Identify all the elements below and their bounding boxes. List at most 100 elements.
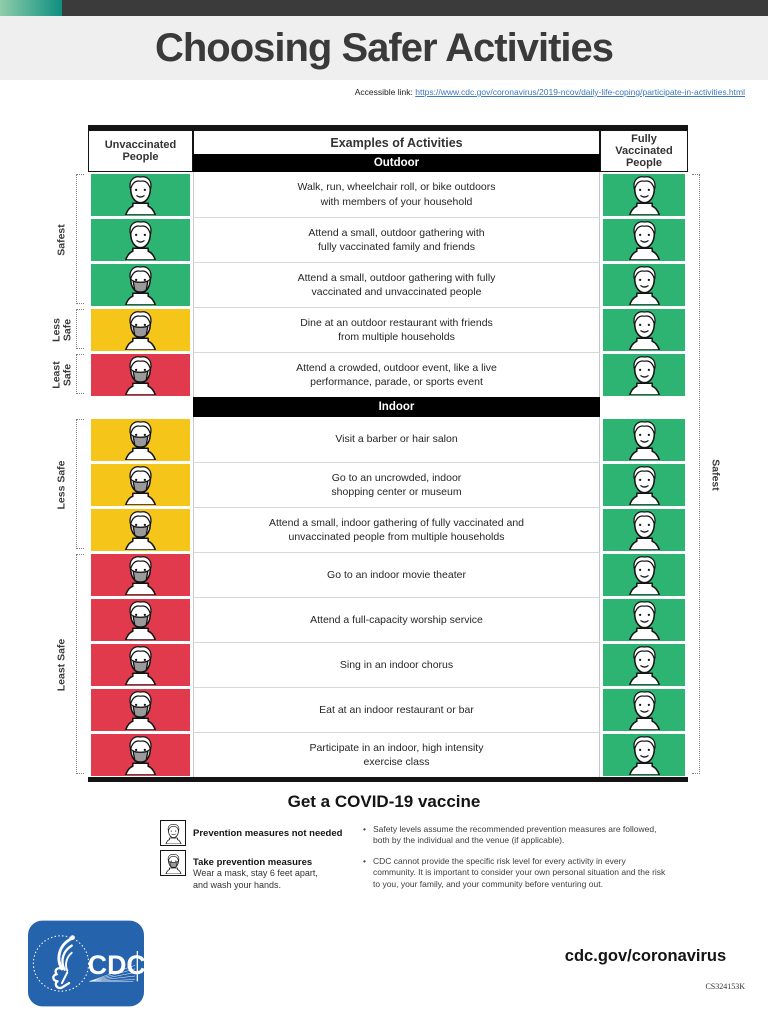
vaccinated-risk-cell xyxy=(603,733,685,776)
accessible-link[interactable]: https://www.cdc.gov/coronavirus/2019-nco… xyxy=(415,87,745,97)
unvaccinated-risk-cell xyxy=(91,598,190,641)
activity-row: Attend a small, outdoor gathering with f… xyxy=(88,262,688,307)
vaccinated-face-icon xyxy=(624,264,665,305)
table-bottom-rule xyxy=(88,777,688,782)
activity-text: Dine at an outdoor restaurant with frien… xyxy=(193,307,600,352)
top-bar xyxy=(62,0,768,16)
vaccinated-risk-cell xyxy=(603,418,685,461)
vaccinated-face-icon xyxy=(624,219,665,260)
safety-notes: Safety levels assume the recommended pre… xyxy=(362,824,667,899)
vaccinated-face-icon xyxy=(624,309,665,350)
vaccinated-face-icon xyxy=(624,419,665,460)
vaccinated-face-icon xyxy=(624,734,665,775)
activity-text: Attend a small, outdoor gathering with f… xyxy=(193,262,600,307)
vaccinated-risk-cell xyxy=(603,173,685,216)
unmasked-face-icon xyxy=(163,823,184,844)
unvaccinated-risk-cell xyxy=(91,308,190,351)
vaccinated-risk-cell xyxy=(603,263,685,306)
vaccinated-risk-cell xyxy=(603,218,685,261)
safety-note-bullet: CDC cannot provide the specific risk lev… xyxy=(362,856,667,890)
unvaccinated-risk-cell xyxy=(91,508,190,551)
unvaccinated-risk-cell xyxy=(91,688,190,731)
cdc-logo: CDC xyxy=(28,919,144,1008)
section-banner-outdoor: Outdoor xyxy=(193,154,600,172)
activity-row: Eat at an indoor restaurant or bar xyxy=(88,687,688,732)
document-code: CS324153K xyxy=(705,982,745,991)
indoor-rows: Visit a barber or hair salon Go to an un… xyxy=(88,417,688,777)
activity-row: Visit a barber or hair salon xyxy=(88,417,688,462)
activity-row: Go to an indoor movie theater xyxy=(88,552,688,597)
activity-row: Sing in an indoor chorus xyxy=(88,642,688,687)
header-vaccinated: Fully Vaccinated People xyxy=(600,130,688,172)
vaccinated-face-icon xyxy=(624,599,665,640)
masked-face-icon xyxy=(163,853,184,874)
unvaccinated-face-icon xyxy=(120,689,161,730)
vaccine-heading: Get a COVID-19 vaccine xyxy=(287,792,481,811)
vaccinated-face-icon xyxy=(624,464,665,505)
risk-group-bracket xyxy=(692,174,700,774)
unvaccinated-face-icon xyxy=(120,509,161,550)
risk-group-bracket xyxy=(76,354,84,394)
activity-text: Go to an indoor movie theater xyxy=(193,552,600,597)
risk-group-label: Least Safe xyxy=(49,360,73,389)
activity-row: Walk, run, wheelchair roll, or bike outd… xyxy=(88,172,688,217)
legend-description: Wear a mask, stay 6 feet apart, and wash… xyxy=(193,868,318,891)
section-banner-indoor: Indoor xyxy=(193,397,600,417)
activity-text: Walk, run, wheelchair roll, or bike outd… xyxy=(193,172,600,217)
unvaccinated-risk-cell xyxy=(91,263,190,306)
activity-text: Sing in an indoor chorus xyxy=(193,642,600,687)
risk-group-bracket xyxy=(76,174,84,304)
legend-title: Prevention measures not needed xyxy=(193,828,343,839)
activity-text: Attend a small, indoor gathering of full… xyxy=(193,507,600,552)
unvaccinated-risk-cell xyxy=(91,173,190,216)
vaccinated-risk-cell xyxy=(603,463,685,506)
cdc-url-banner: cdc.gov/coronavirus xyxy=(564,946,727,965)
vaccinated-risk-cell xyxy=(603,643,685,686)
activity-row: Attend a small, indoor gathering of full… xyxy=(88,507,688,552)
unvaccinated-risk-cell xyxy=(91,463,190,506)
legend-title: Take prevention measures xyxy=(193,857,313,868)
unvaccinated-risk-cell xyxy=(91,733,190,776)
activity-row: Participate in an indoor, high intensity… xyxy=(88,732,688,777)
risk-table: Unvaccinated People Examples of Activiti… xyxy=(88,125,688,782)
vaccinated-risk-cell xyxy=(603,508,685,551)
risk-group-bracket xyxy=(76,554,84,774)
cdc-logo-text: CDC xyxy=(88,950,144,980)
vaccinated-face-icon xyxy=(624,689,665,730)
legend-item-no-measures: Prevention measures not needed xyxy=(160,820,350,847)
unvaccinated-face-icon xyxy=(120,264,161,305)
activity-row: Attend a crowded, outdoor event, like a … xyxy=(88,352,688,397)
unvaccinated-face-icon xyxy=(120,554,161,595)
cdc-logo-rays xyxy=(89,965,136,982)
activity-text: Attend a full-capacity worship service xyxy=(193,597,600,642)
unvaccinated-face-icon xyxy=(120,734,161,775)
activity-text: Participate in an indoor, high intensity… xyxy=(193,732,600,777)
hhs-eagle-icon xyxy=(52,935,75,990)
activity-text: Eat at an indoor restaurant or bar xyxy=(193,687,600,732)
risk-group-label: Safest xyxy=(708,458,721,491)
unvaccinated-face-icon xyxy=(120,464,161,505)
unvaccinated-face-icon xyxy=(120,354,161,395)
risk-group-bracket xyxy=(76,309,84,349)
vaccinated-face-icon xyxy=(624,554,665,595)
vaccinated-risk-cell xyxy=(603,688,685,731)
unvaccinated-risk-cell xyxy=(91,418,190,461)
unvaccinated-risk-cell xyxy=(91,218,190,261)
activity-text: Go to an uncrowded, indoor shopping cent… xyxy=(193,462,600,507)
outdoor-rows: Walk, run, wheelchair roll, or bike outd… xyxy=(88,172,688,397)
section-banner-row: Indoor xyxy=(88,397,688,417)
page-title: Choosing Safer Activities xyxy=(154,25,614,70)
header-unvaccinated: Unvaccinated People xyxy=(88,130,193,172)
activity-row: Attend a full-capacity worship service xyxy=(88,597,688,642)
risk-group-bracket xyxy=(76,419,84,549)
legend-item-take-measures: Take prevention measures Wear a mask, st… xyxy=(160,850,350,892)
vaccinated-risk-cell xyxy=(603,553,685,596)
vaccinated-risk-cell xyxy=(603,353,685,396)
activity-text: Attend a crowded, outdoor event, like a … xyxy=(193,352,600,397)
safety-note-bullet: Safety levels assume the recommended pre… xyxy=(362,824,667,847)
legend: Prevention measures not needed Take prev… xyxy=(160,820,350,895)
unvaccinated-face-icon xyxy=(120,599,161,640)
unvaccinated-face-icon xyxy=(120,309,161,350)
risk-group-label: Safest xyxy=(55,223,68,256)
